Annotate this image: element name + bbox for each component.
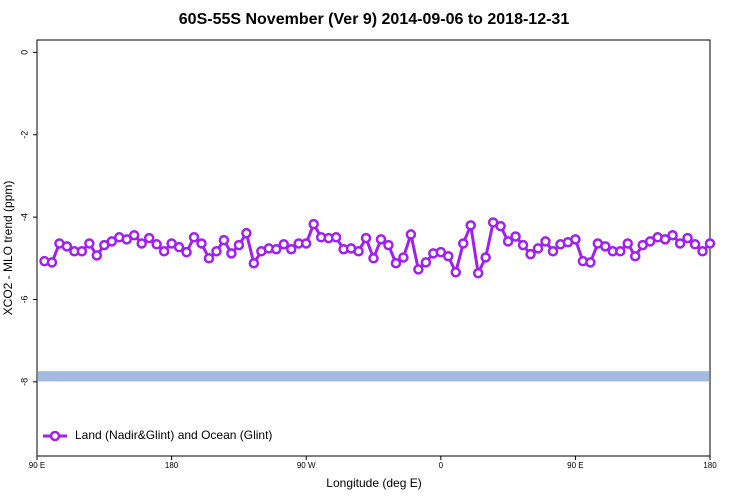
data-point bbox=[203, 253, 215, 264]
x-tick-label: 90 E bbox=[29, 461, 45, 470]
data-point bbox=[443, 250, 454, 262]
legend-marker bbox=[49, 430, 61, 442]
data-point bbox=[330, 232, 342, 243]
legend-label: Land (Nadir&Glint) and Ocean (Glint) bbox=[75, 428, 272, 442]
x-tick-label: 90 E bbox=[567, 461, 583, 470]
data-point bbox=[674, 238, 686, 249]
data-point bbox=[218, 234, 230, 246]
data-point bbox=[248, 257, 260, 269]
data-point bbox=[644, 236, 656, 247]
reference-band bbox=[38, 371, 709, 382]
data-point bbox=[547, 246, 559, 257]
data-point bbox=[682, 232, 693, 244]
chart-title: 60S-55S November (Ver 9) 2014-09-06 to 2… bbox=[179, 11, 570, 28]
data-point bbox=[121, 234, 132, 245]
data-point bbox=[368, 253, 379, 264]
data-point bbox=[46, 257, 58, 268]
data-point bbox=[360, 232, 372, 244]
data-point bbox=[472, 267, 484, 279]
data-point bbox=[151, 239, 162, 250]
data-point bbox=[697, 246, 708, 257]
data-point bbox=[383, 239, 394, 251]
data-point bbox=[465, 220, 476, 231]
y-tick-label: -4 bbox=[19, 213, 29, 221]
data-point bbox=[84, 238, 95, 249]
data-point bbox=[390, 257, 402, 269]
data-point bbox=[525, 248, 536, 260]
x-tick-label: 180 bbox=[165, 461, 179, 470]
data-point bbox=[532, 243, 544, 254]
data-point bbox=[158, 246, 170, 257]
data-point bbox=[61, 241, 73, 252]
data-point bbox=[285, 243, 297, 255]
data-point bbox=[128, 229, 140, 241]
data-point bbox=[353, 246, 364, 257]
data-point bbox=[667, 229, 678, 241]
data-point bbox=[226, 248, 237, 259]
data-point bbox=[143, 232, 155, 244]
data-point bbox=[420, 257, 432, 268]
y-tick-label: 0 bbox=[19, 50, 29, 55]
data-point bbox=[457, 238, 469, 249]
data-point bbox=[106, 236, 118, 247]
data-point bbox=[570, 234, 581, 245]
data-point bbox=[173, 241, 185, 253]
y-axis-label: XCO2 - MLO trend (ppm) bbox=[1, 181, 15, 316]
data-point bbox=[480, 252, 491, 263]
data-point bbox=[76, 246, 88, 257]
x-tick-label: 0 bbox=[439, 461, 444, 470]
data-point bbox=[689, 239, 701, 250]
y-tick-label: -2 bbox=[19, 131, 29, 139]
data-point bbox=[241, 227, 252, 239]
data-point bbox=[375, 234, 387, 245]
data-point bbox=[181, 246, 192, 258]
data-point bbox=[188, 232, 200, 243]
data-point bbox=[615, 246, 626, 257]
data-point bbox=[622, 238, 633, 249]
y-tick-label: -8 bbox=[19, 378, 29, 386]
data-point bbox=[495, 220, 506, 232]
data-point bbox=[271, 243, 282, 255]
data-point bbox=[629, 250, 641, 262]
x-axis-label: Longitude (deg E) bbox=[326, 476, 421, 490]
data-point bbox=[413, 264, 424, 275]
data-point bbox=[196, 238, 207, 249]
data-point bbox=[278, 239, 290, 250]
data-point bbox=[91, 250, 103, 261]
data-point bbox=[600, 241, 611, 252]
data-point bbox=[502, 236, 514, 247]
data-point bbox=[136, 238, 147, 249]
data-point bbox=[585, 257, 596, 268]
data-point bbox=[540, 236, 551, 247]
data-point bbox=[659, 234, 671, 245]
data-point bbox=[233, 239, 245, 251]
x-tick-label: 180 bbox=[703, 461, 717, 470]
data-point bbox=[517, 239, 529, 251]
data-point bbox=[308, 218, 319, 230]
data-point bbox=[300, 238, 312, 249]
data-point bbox=[450, 267, 462, 278]
y-tick-label: -6 bbox=[19, 295, 29, 303]
data-point bbox=[398, 252, 409, 263]
data-point bbox=[704, 238, 716, 249]
data-point bbox=[211, 246, 222, 257]
data-point bbox=[510, 231, 521, 242]
x-tick-label: 90 W bbox=[297, 461, 316, 470]
data-point bbox=[405, 229, 417, 240]
data-point bbox=[435, 246, 447, 258]
